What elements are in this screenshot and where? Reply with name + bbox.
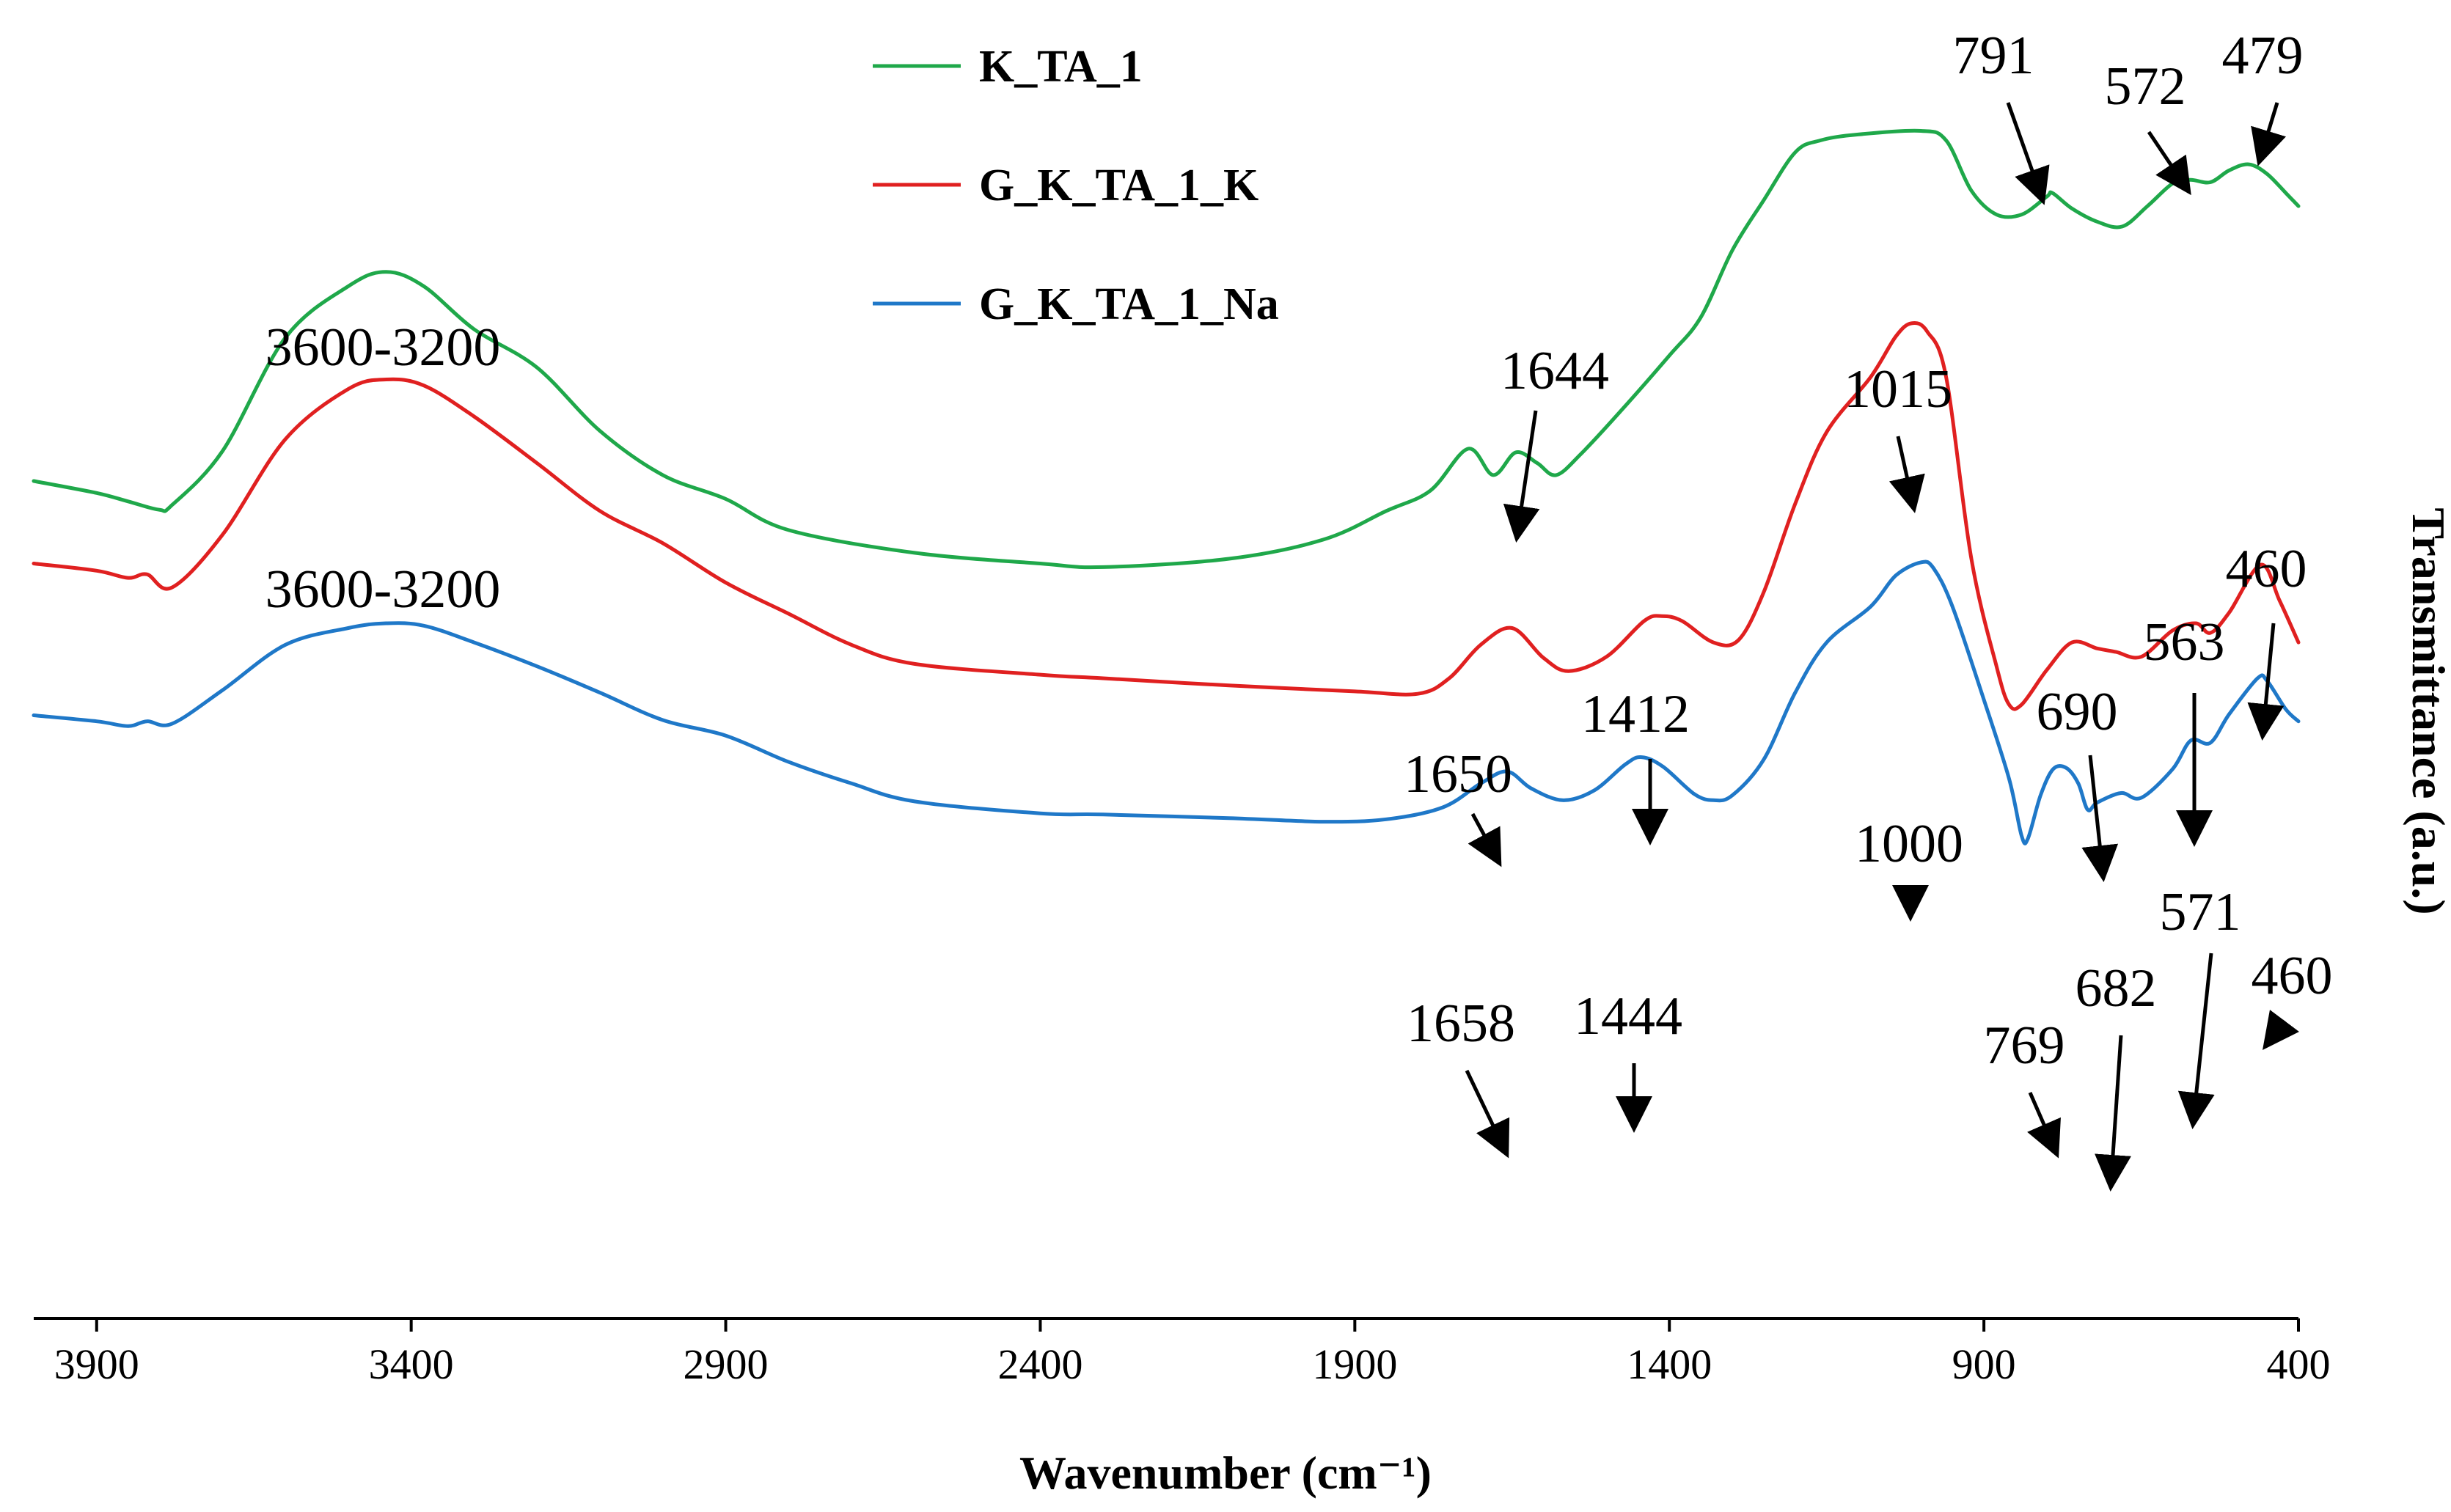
legend: K_TA_1 G_K_TA_1_K G_K_TA_1_Na	[873, 42, 1279, 329]
annotation-label: 572	[2105, 56, 2186, 117]
legend-item-g-k-ta-1-na: G_K_TA_1_Na	[873, 279, 1279, 329]
annotation-g-k-ta-1-k-3600-3200: 3600-3200	[265, 559, 501, 620]
legend-item-k-ta-1: K_TA_1	[873, 42, 1143, 92]
annotation-g-k-ta-1-na-460: 460	[2252, 946, 2333, 1050]
annotation-k-ta-1-791: 791	[1953, 26, 2050, 205]
annotation-label: 571	[2160, 882, 2241, 942]
annotation-k-ta-1-572: 572	[2105, 56, 2191, 196]
annotation-arrow	[2263, 1010, 2299, 1050]
peak-annotations: 3600-3200 1644 791 572 479 3600-3200 1650 1412 1…	[265, 26, 2333, 1192]
x-tick-label: 3400	[369, 1340, 454, 1388]
annotation-label: 1644	[1501, 341, 1609, 401]
annotation-label: 460	[2252, 946, 2333, 1006]
x-axis-title: Wavenumber (cm⁻¹)	[1019, 1447, 1432, 1499]
series-line-k-ta-1	[32, 128, 2301, 570]
x-axis: 3900 3400 2900 2400 1900 1400 900 400	[34, 1317, 2331, 1388]
annotation-label: 479	[2222, 26, 2304, 86]
annotation-g-k-ta-1-k-1412: 1412	[1581, 684, 1690, 845]
annotation-label: 682	[2076, 958, 2157, 1019]
x-tick-label: 1400	[1627, 1340, 1712, 1388]
legend-label: G_K_TA_1_Na	[979, 279, 1279, 329]
annotation-arrow	[2006, 102, 2050, 205]
annotation-label: 563	[2144, 612, 2225, 672]
series-line-g-k-ta-1-na	[32, 559, 2301, 845]
annotation-label: 1650	[1404, 744, 1512, 804]
x-tick-label: 3900	[54, 1340, 139, 1388]
annotation-label: 769	[1984, 1016, 2065, 1076]
legend-item-g-k-ta-1-k: G_K_TA_1_K	[873, 161, 1259, 210]
annotation-k-ta-1-3600-3200: 3600-3200	[265, 318, 501, 378]
annotation-k-ta-1-479: 479	[2222, 26, 2304, 166]
annotation-label: 1000	[1855, 814, 1963, 874]
y-axis-title: Transmittance (a.u.)	[2403, 507, 2451, 914]
annotation-label: 791	[1953, 26, 2034, 86]
annotation-arrow	[2177, 953, 2215, 1129]
annotation-g-k-ta-1-na-769: 769	[1984, 1016, 2065, 1159]
x-tick-label: 2900	[684, 1340, 769, 1388]
x-tick-label: 2400	[997, 1340, 1082, 1388]
annotation-label: 3600-3200	[265, 318, 501, 378]
annotation-arrow	[2247, 623, 2285, 741]
annotation-label: 1658	[1407, 994, 1515, 1054]
annotation-arrow	[2095, 1035, 2131, 1192]
annotation-g-k-ta-1-na-1658: 1658	[1407, 994, 1515, 1159]
plot-area	[32, 128, 2301, 845]
annotation-label: 1412	[1581, 684, 1690, 744]
annotation-arrow	[2081, 755, 2119, 882]
annotation-arrow	[1468, 812, 1502, 867]
annotation-label: 1444	[1574, 986, 1682, 1046]
annotation-g-k-ta-1-na-1000: 1000	[1855, 814, 1963, 922]
annotation-arrow	[1888, 436, 1925, 513]
annotation-arrow	[2147, 131, 2191, 196]
annotation-label: 690	[2037, 682, 2118, 742]
annotation-g-k-ta-1-na-682: 682	[2076, 958, 2157, 1192]
annotation-label: 1015	[1844, 359, 1952, 419]
legend-label: G_K_TA_1_K	[979, 161, 1259, 210]
annotation-g-k-ta-1-na-1444: 1444	[1574, 986, 1682, 1133]
annotation-g-k-ta-1-k-1015: 1015	[1844, 359, 1952, 513]
annotation-g-k-ta-1-na-571: 571	[2160, 882, 2241, 1129]
x-tick-label: 1900	[1312, 1340, 1397, 1388]
annotation-g-k-ta-1-k-460: 460	[2226, 539, 2307, 741]
x-tick-label: 400	[2267, 1340, 2331, 1388]
series-line-g-k-ta-1-k	[32, 321, 2301, 711]
annotation-arrow	[1503, 410, 1540, 543]
legend-label: K_TA_1	[979, 42, 1143, 92]
annotation-label: 460	[2226, 539, 2307, 599]
annotation-arrow	[2251, 102, 2287, 166]
annotation-g-k-ta-1-k-1650: 1650	[1404, 744, 1512, 867]
annotation-label: 3600-3200	[265, 559, 501, 620]
annotation-k-ta-1-1644: 1644	[1501, 341, 1609, 543]
annotation-arrow	[2027, 1092, 2061, 1159]
annotation-g-k-ta-1-k-563: 563	[2144, 612, 2225, 847]
annotation-arrow	[1465, 1069, 1510, 1159]
x-tick-label: 900	[1952, 1340, 2016, 1388]
annotation-g-k-ta-1-k-690: 690	[2037, 682, 2119, 882]
